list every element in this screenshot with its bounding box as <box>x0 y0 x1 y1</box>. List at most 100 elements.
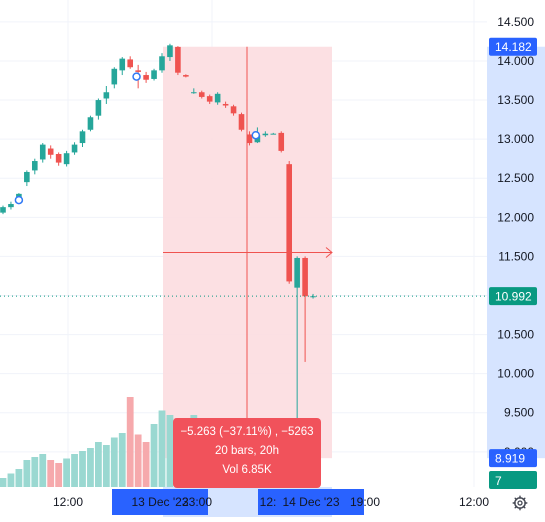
volume-bar <box>15 469 23 487</box>
candle <box>32 158 38 175</box>
candle <box>302 256 308 362</box>
volume-bar <box>79 451 86 487</box>
candle <box>246 131 253 146</box>
candle <box>214 92 221 105</box>
volume-bar <box>23 460 31 487</box>
price-axis-range-highlight <box>487 46 545 459</box>
candle <box>230 104 237 116</box>
volume-bar <box>87 448 94 487</box>
candle-body <box>286 164 292 282</box>
candle-body <box>0 207 6 213</box>
candle-body <box>143 75 149 80</box>
volume-bar <box>150 424 158 487</box>
candle-body <box>206 96 213 102</box>
candle <box>103 85 110 104</box>
volume-bar <box>110 437 118 487</box>
candle <box>111 67 118 89</box>
time-range-badge <box>112 489 208 515</box>
candle <box>198 90 205 99</box>
volume-bar <box>31 457 39 487</box>
price-tick-label: 13.500 <box>497 93 534 107</box>
price-axis[interactable]: 14.500 14.000 13.500 13.000 12.500 12.000 11.5… <box>487 0 545 517</box>
price-badge-range-bottom <box>489 449 537 468</box>
candle-body <box>111 68 118 85</box>
candle <box>159 53 165 73</box>
candle-body <box>262 133 269 136</box>
candle <box>8 201 14 210</box>
candle-body <box>302 257 308 297</box>
candle <box>286 161 292 284</box>
candle <box>238 112 245 132</box>
candle-body <box>95 100 102 116</box>
settings-gear-icon[interactable] <box>510 493 530 513</box>
candle-body <box>8 204 14 208</box>
price-badge-text: 14.182 <box>495 40 532 54</box>
candle-body <box>183 75 189 77</box>
volume-bar <box>166 415 174 487</box>
event-marker-icon <box>14 195 24 205</box>
price-tick-label: 12.500 <box>497 171 534 185</box>
candle <box>143 71 149 83</box>
candle <box>71 142 78 155</box>
candle <box>24 170 30 187</box>
candle-body <box>175 46 181 73</box>
time-tick-label: 13 Dec '23 <box>132 495 189 509</box>
volume-bar <box>158 410 166 487</box>
candle-body <box>47 148 54 155</box>
candle <box>151 68 157 81</box>
volume-badge <box>489 471 537 489</box>
candle <box>119 57 126 76</box>
candle <box>0 205 6 215</box>
volume-badge-text: 7 <box>495 474 502 488</box>
candle <box>191 88 197 94</box>
candle <box>167 43 173 61</box>
candle <box>222 101 229 108</box>
candle-body <box>127 59 133 68</box>
volume-bar <box>7 473 15 487</box>
time-tick-label: 12:00 <box>459 495 489 509</box>
candle-body <box>79 131 86 144</box>
time-tick-label: 12: <box>260 495 277 509</box>
candle <box>79 129 86 147</box>
volume-bar <box>126 397 134 487</box>
candle-body <box>191 92 197 94</box>
candle <box>127 56 133 69</box>
volume-bar <box>118 433 126 487</box>
price-tick-label: 14.500 <box>497 15 534 29</box>
time-tick-label: 19:00 <box>350 495 380 509</box>
candle-body <box>310 296 316 298</box>
candle-body <box>167 45 173 58</box>
candle-body <box>32 161 38 171</box>
time-tick-label: 14 Dec '23 <box>283 495 340 509</box>
candle-body <box>151 70 157 79</box>
price-badge-last-price <box>489 287 537 306</box>
candle-body <box>222 103 229 106</box>
candle <box>278 131 285 153</box>
measure-crosshair <box>0 46 487 459</box>
candle <box>175 46 181 76</box>
price-tick-label: 10.500 <box>497 328 534 342</box>
volume-bar <box>95 442 102 487</box>
candle-body <box>103 92 110 99</box>
volume-bar <box>0 478 7 487</box>
candle-body <box>246 134 253 144</box>
candle <box>63 150 70 167</box>
candle-body <box>270 133 277 135</box>
candle <box>270 132 277 135</box>
measure-volume-text: Vol 6.85K <box>222 464 272 476</box>
price-tick-label: 12.000 <box>497 210 534 224</box>
candle <box>206 94 213 104</box>
candle <box>87 115 94 132</box>
candle-body <box>63 153 70 165</box>
candle-body <box>55 153 62 163</box>
candle <box>95 98 102 120</box>
measure-tooltip: −5.263 (−37.11%) , −5263 20 bars, 20h Vo… <box>173 418 321 488</box>
candle <box>183 74 189 78</box>
measure-arrow-right-icon <box>325 247 333 258</box>
candle <box>39 143 46 163</box>
candle-body <box>39 144 46 160</box>
candle-body <box>278 132 285 151</box>
